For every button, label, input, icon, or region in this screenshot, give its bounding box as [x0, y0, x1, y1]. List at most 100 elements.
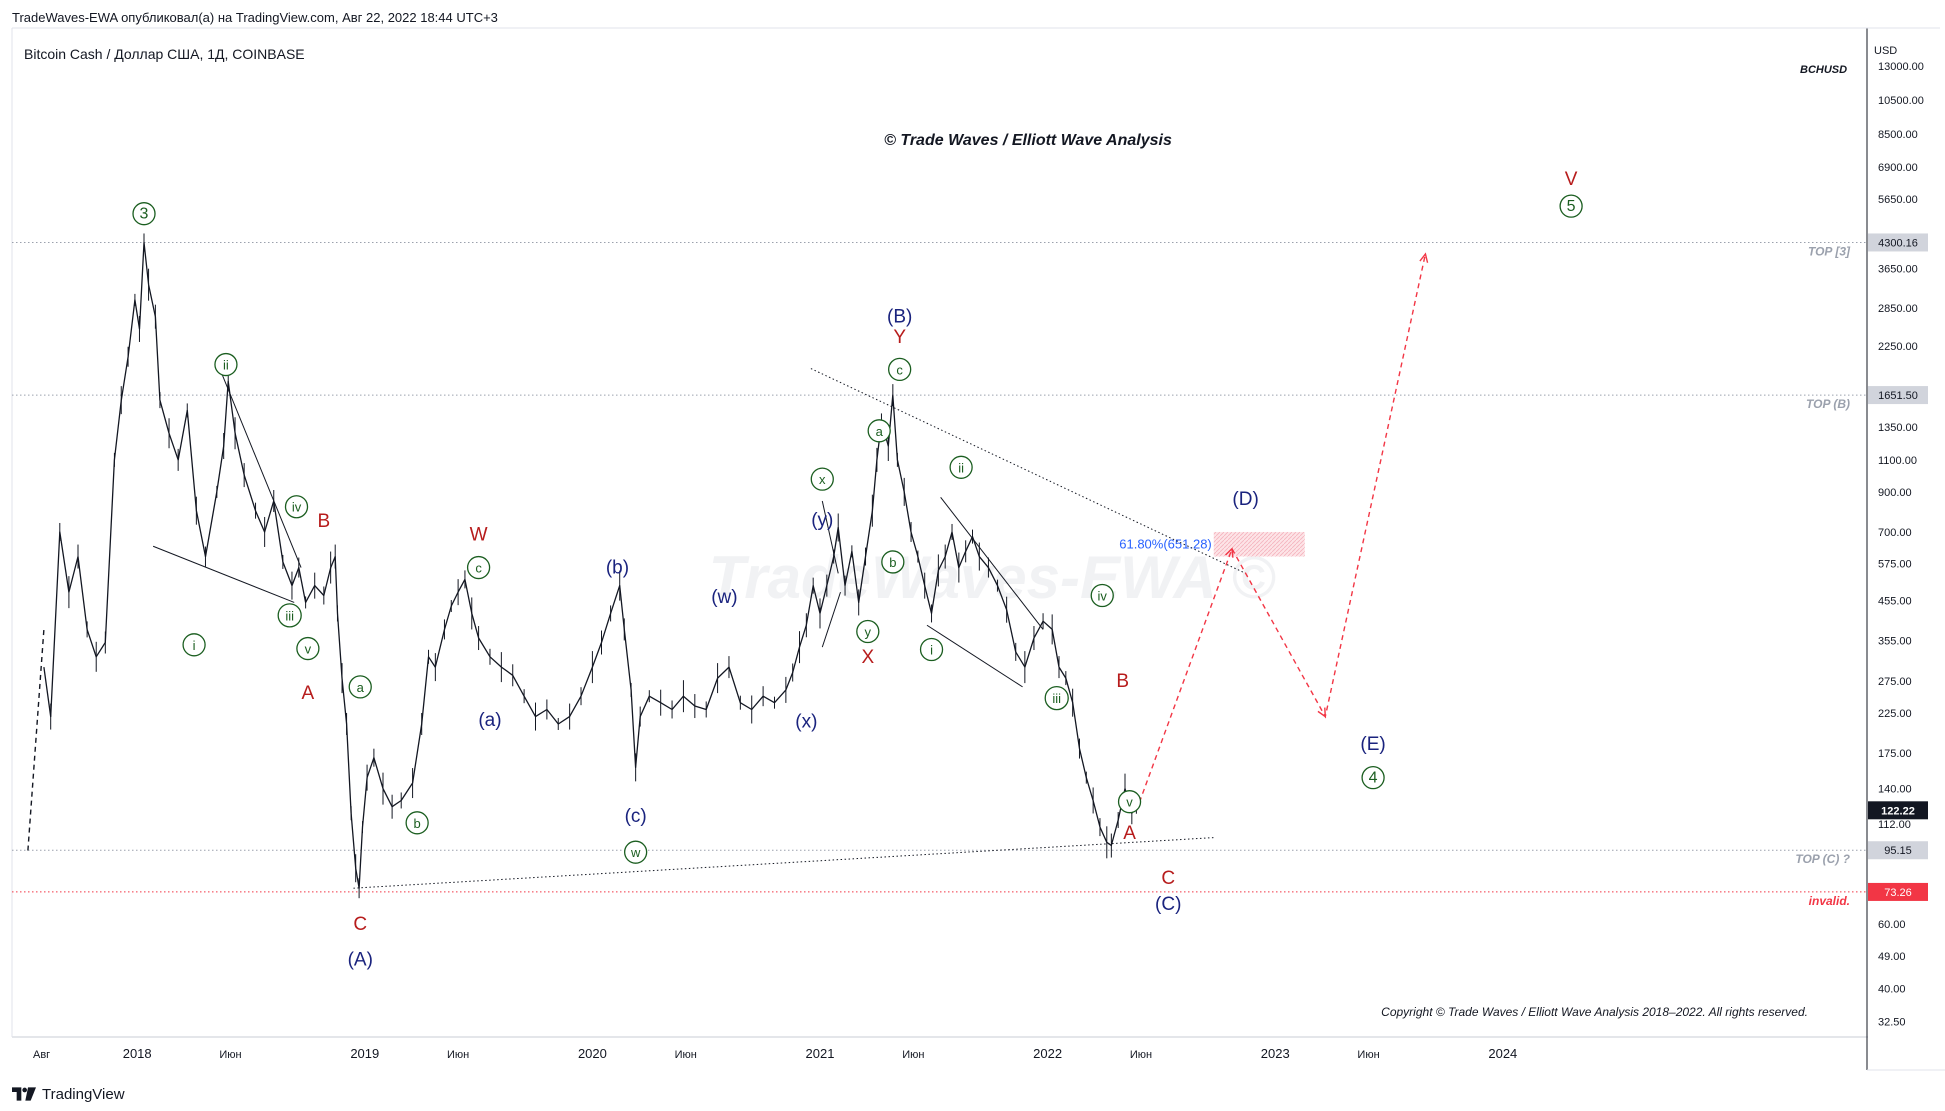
wave-label: (B) [887, 307, 912, 328]
wave-label-circle [1044, 685, 1069, 711]
price-tick-label: 275.00 [1878, 676, 1912, 688]
invalid-level-badge-label: 73.26 [1884, 887, 1912, 899]
footer: TradingView [12, 1083, 125, 1105]
currency-label: USD [1874, 45, 1897, 57]
wave-label: C [1161, 868, 1175, 889]
forecast-path [1135, 253, 1427, 811]
time-tick-label: Авг [33, 1049, 50, 1061]
footer-brand: TradingView [42, 1085, 125, 1103]
top-b-level-badge [1868, 386, 1928, 405]
price-axis-ticks: 13000.00 10500.00 8500.00 6900.00 5650.00 365… [1878, 61, 1924, 1029]
wave-label: 5 [1567, 198, 1576, 215]
wedge-3-lower [821, 591, 841, 648]
time-tick-label: Июн [1130, 1049, 1152, 1061]
wave-label: B [317, 511, 330, 532]
wedge-1-lower [152, 545, 295, 603]
price-tick-label: 13000.00 [1878, 61, 1924, 73]
time-tick-label: 2020 [578, 1046, 607, 1061]
time-axis-ticks: Авг 2018 Июн 2019 Июн 2020 Июн 2021 Июн 2022 Июн 20… [33, 1046, 1517, 1061]
wave-label: 4 [1369, 770, 1378, 787]
price-tick-label: 175.00 [1878, 748, 1912, 760]
time-tick-label: Июн [447, 1049, 469, 1061]
wedge-2-upper [940, 496, 1044, 630]
wave-label-circle [1361, 765, 1385, 790]
top-3-level-badge-label: 4300.16 [1878, 237, 1918, 249]
time-tick-label: 2024 [1488, 1046, 1517, 1061]
wave-label-circle [348, 675, 372, 699]
price-series [43, 233, 1137, 899]
upper-triangle-line [810, 368, 1246, 574]
wave-label-circle [1559, 194, 1583, 218]
time-tick-label: 2022 [1033, 1046, 1062, 1061]
wave-label-circle [867, 419, 891, 443]
top-3-level-label: TOP [3] [1808, 244, 1851, 258]
wave-label: (D) [1232, 489, 1258, 510]
wave-label: (x) [795, 712, 817, 733]
chart-title: © Trade Waves / Elliott Wave Analysis [884, 132, 1172, 149]
wave-label: a [876, 424, 884, 439]
price-tick-label: 32.50 [1878, 1017, 1906, 1029]
wave-label: (C) [1155, 894, 1181, 915]
wave-label: A [302, 683, 315, 704]
wedge-2-lower [926, 624, 1023, 688]
invalid-level-badge [1868, 882, 1928, 901]
time-tick-label: Июн [675, 1049, 697, 1061]
price-tick-label: 900.00 [1878, 487, 1912, 499]
wave-label-circle [405, 811, 429, 835]
tradingview-logo-icon [12, 1087, 36, 1101]
wedge-3-upper [821, 500, 839, 574]
price-tick-label: 5650.00 [1878, 194, 1918, 206]
watermark: TradeWaves-EWA © [709, 544, 1276, 611]
wave-label-circle [284, 495, 309, 519]
wave-label-circle [277, 603, 302, 628]
price-tick-label: 6900.00 [1878, 162, 1918, 174]
wave-label: (w) [711, 587, 737, 608]
lower-triangle-line [353, 837, 1214, 889]
wave-label-circle [810, 467, 834, 491]
symbol-line: Bitcoin Cash / Доллар США, 1Д, COINBASE [24, 46, 305, 62]
top-3-level-badge [1868, 233, 1928, 252]
wave-label-circle [132, 202, 156, 226]
wave-label: V [1565, 169, 1578, 190]
wave-label: X [861, 647, 874, 668]
fib-label: 61.80%(651.28) [1119, 536, 1212, 551]
wave-label: C [353, 914, 367, 935]
wave-label-circle [623, 840, 648, 864]
wave-label: (c) [625, 806, 647, 827]
top-c-level-label: TOP (C) ? [1795, 852, 1850, 866]
top-b-level-badge-label: 1651.50 [1878, 390, 1918, 402]
wave-label: c [896, 362, 903, 377]
price-tick-label: 140.00 [1878, 784, 1912, 796]
price-tick-label: 40.00 [1878, 983, 1906, 995]
wave-label: iii [1052, 691, 1061, 706]
price-tick-label: 455.00 [1878, 596, 1912, 608]
forecast-arrowhead [1317, 707, 1327, 718]
wave-label: (A) [348, 949, 373, 970]
wave-label: iv [1098, 588, 1108, 603]
wave-label: b [889, 555, 896, 570]
wave-label: B [1116, 671, 1129, 692]
wave-label-circle [881, 550, 905, 574]
price-tick-label: 60.00 [1878, 919, 1906, 931]
wave-label: i [193, 638, 196, 653]
top-c-level-badge [1868, 841, 1928, 860]
time-tick-label: 2019 [350, 1046, 379, 1061]
wave-label: iii [285, 608, 294, 623]
price-tick-label: 1350.00 [1878, 422, 1918, 434]
wave-label: A [1123, 823, 1136, 844]
wave-label-circle [214, 352, 238, 377]
wave-label-circle [949, 455, 973, 479]
wave-label: v [1126, 795, 1133, 810]
price-tick-label: 10500.00 [1878, 95, 1924, 107]
wave-label: ii [223, 358, 229, 373]
wave-label: c [475, 561, 482, 576]
price-tick-label: 1100.00 [1878, 455, 1917, 467]
wave-label-circle [466, 555, 491, 580]
time-tick-label: Июн [902, 1049, 924, 1061]
price-tick-label: 225.00 [1878, 708, 1912, 720]
wave-label: i [930, 642, 933, 657]
forecast-arrowhead [1419, 252, 1429, 263]
publisher-line: TradeWaves-EWA опубликовал(а) на Trading… [12, 10, 498, 25]
